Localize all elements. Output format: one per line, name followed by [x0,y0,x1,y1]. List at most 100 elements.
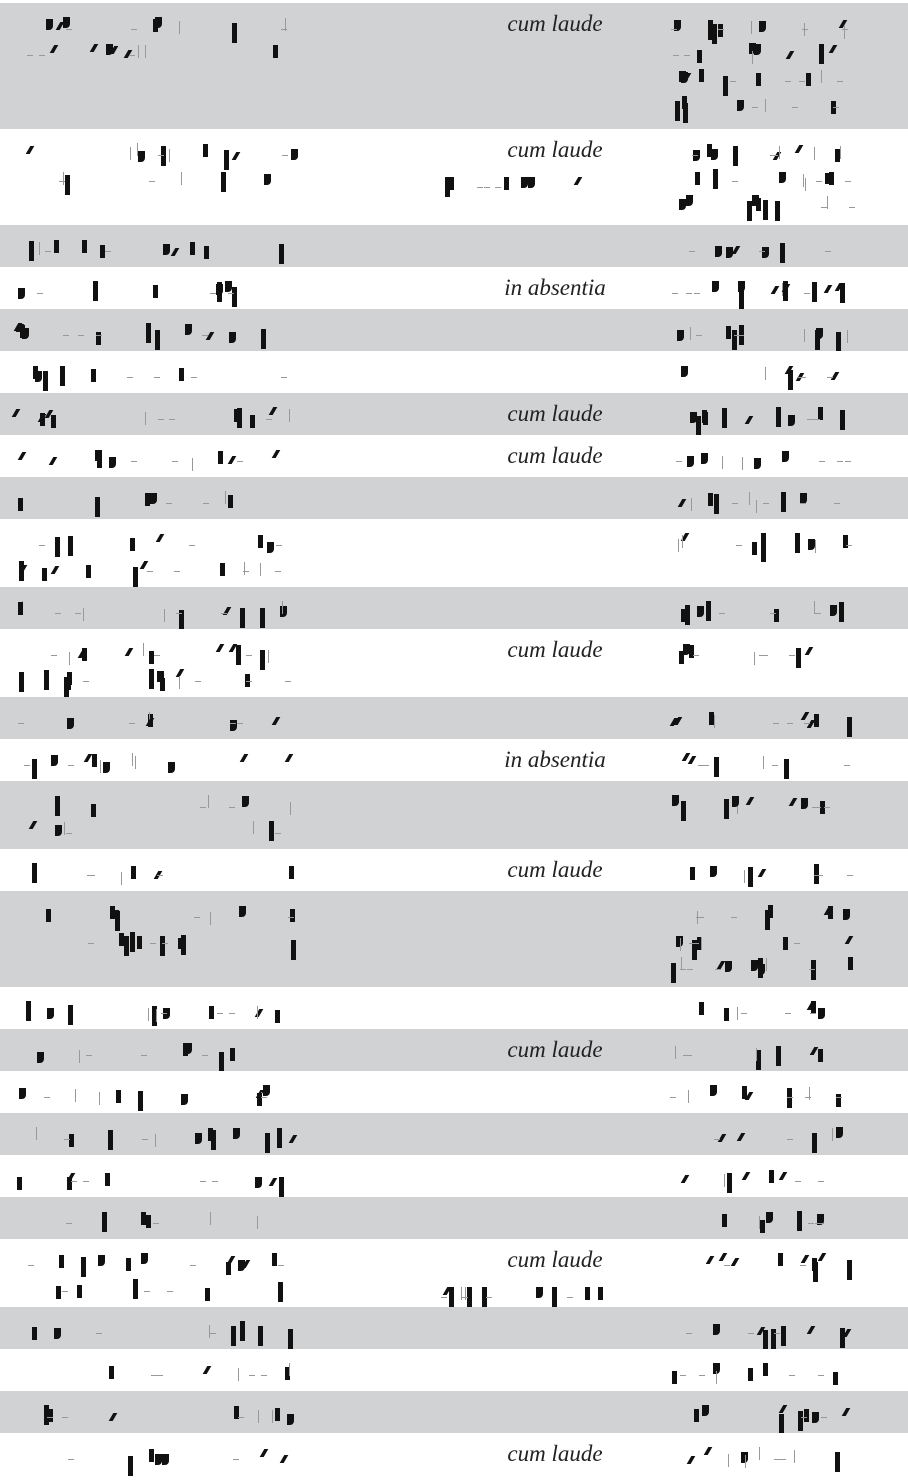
glyph-fragment [200,807,206,808]
glyph-fragment [757,869,767,877]
glyph-fragment [722,1214,727,1227]
glyph-fragment [42,568,47,581]
glyph-fragment [280,606,287,617]
table-row [0,1113,908,1155]
glyph-fragment [221,613,227,614]
glyph-fragment [815,613,821,614]
glyph-fragment [784,759,789,779]
glyph-fragment [834,503,840,504]
glyph-fragment [682,96,687,109]
glyph-fragment [99,1092,100,1105]
glyph-fragment [86,565,91,578]
glyph-fragment [761,542,766,562]
glyph-fragment [847,717,852,737]
glyph-fragment [257,1093,262,1106]
glyph-fragment [800,493,807,504]
glyph-fragment [116,1090,121,1103]
glyph-fragment [847,875,853,876]
detail-cell [670,1155,908,1197]
glyph-fragment [121,872,122,885]
glyph-fragment [810,1013,816,1014]
glyph-fragment [817,875,823,876]
table-row [0,1071,908,1113]
honor-label: in absentia [504,747,606,772]
glyph-fragment [833,1372,838,1385]
glyph-fragment [179,610,184,630]
glyph-fragment [25,146,35,154]
glyph-fragment [598,1287,603,1300]
glyph-fragment [737,1007,738,1020]
glyph-fragment [713,1324,720,1335]
glyph-fragment [126,1258,131,1271]
glyph-fragment [751,960,758,971]
glyph-fragment [156,1009,157,1022]
glyph-fragment [138,45,139,58]
glyph-fragment [801,1417,807,1418]
glyph-fragment [686,1333,692,1334]
glyph-fragment [205,1288,210,1301]
name-cell [14,1391,454,1433]
glyph-fragment [59,181,65,182]
glyph-fragment [681,366,688,377]
glyph-fragment [43,371,48,391]
honor-cell: in absentia [440,275,670,301]
glyph-fragment [685,605,690,625]
glyph-fragment [238,1417,244,1418]
honor-label: cum laude [507,637,603,662]
glyph-fragment [794,943,800,944]
honor-label: cum laude [507,11,603,36]
glyph-fragment [210,1212,211,1225]
glyph-fragment [680,969,686,970]
glyph-fragment [176,613,182,614]
table-row [0,519,908,587]
glyph-fragment [759,1447,760,1460]
glyph-fragment [672,293,678,294]
table-row [0,309,908,352]
glyph-fragment [766,958,767,971]
glyph-fragment [152,1006,157,1026]
glyph-fragment [741,1172,751,1180]
detail-cell [670,629,908,697]
glyph-fragment [27,55,33,56]
glyph-fragment [148,1008,149,1021]
glyph-fragment [279,1177,284,1197]
glyph-fragment [806,1326,816,1334]
glyph-fragment [449,177,454,190]
glyph-fragment [688,1090,689,1103]
glyph-fragment [800,1255,810,1263]
glyph-fragment [732,796,739,807]
glyph-fragment [282,601,283,614]
detail-cell [670,351,908,393]
glyph-fragment [727,1173,732,1193]
glyph-fragment [66,1223,72,1224]
glyph-fragment [89,875,95,876]
glyph-fragment [814,714,819,727]
glyph-fragment [844,765,850,766]
glyph-fragment [56,1286,61,1299]
glyph-fragment [812,282,817,302]
glyph-fragment [46,909,51,922]
glyph-fragment [289,409,290,422]
glyph-fragment [774,1459,780,1460]
glyph-fragment [804,1409,809,1422]
glyph-fragment [749,492,750,505]
glyph-fragment [701,453,708,464]
glyph-fragment [55,825,62,836]
honor-label: cum laude [507,1037,603,1062]
glyph-fragment [167,1291,173,1292]
glyph-fragment [842,29,848,30]
glyph-fragment [698,765,704,766]
glyph-fragment [83,608,84,621]
glyph-fragment [28,1265,34,1266]
glyph-fragment [63,335,69,336]
glyph-fragment [82,240,87,253]
glyph-fragment [68,765,74,766]
glyph-fragment [26,1001,31,1021]
glyph-fragment [147,571,153,572]
glyph-fragment [687,969,693,970]
glyph-fragment [157,1375,163,1376]
glyph-fragment [730,1258,740,1266]
glyph-fragment [765,99,766,112]
glyph-fragment [181,935,186,955]
glyph-fragment [732,181,738,182]
